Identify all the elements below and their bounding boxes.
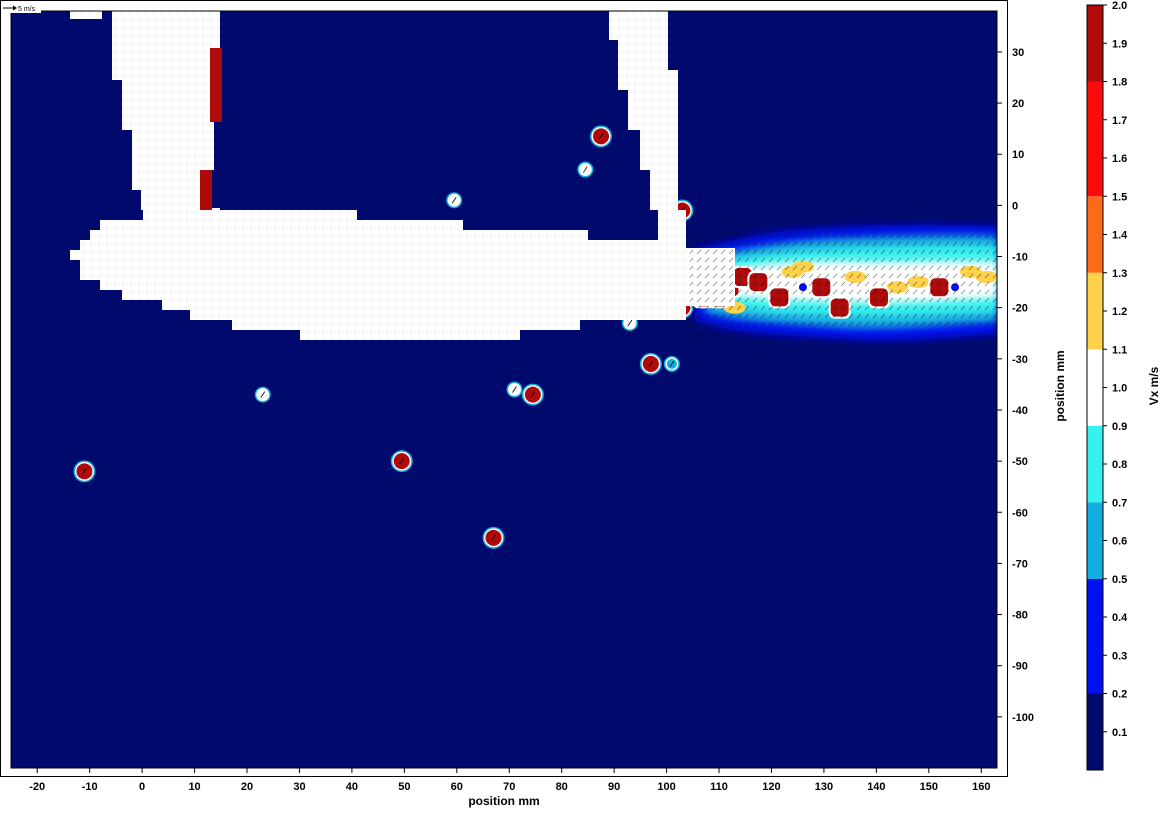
colorbar-level-6 <box>1087 196 1103 273</box>
x-tick-label-12: 100 <box>657 781 675 793</box>
colorbar-tick-label-4: 1.6 <box>1112 153 1127 165</box>
colorbar-level-4 <box>1087 349 1103 426</box>
jet-vector-arrow-overlay <box>690 230 997 330</box>
x-tick-label-2: 0 <box>139 781 145 793</box>
colorbar-border <box>1086 4 1104 771</box>
scale-arrow-head <box>13 5 17 11</box>
x-tick-label-5: 30 <box>293 781 305 793</box>
scale-arrow-box <box>1 1 41 13</box>
x-tick-label-0: -20 <box>29 781 45 793</box>
colorbar-tick-label-14: 0.6 <box>1112 536 1127 548</box>
colorbar-tick-label-10: 1.0 <box>1112 383 1127 395</box>
colorbar <box>1087 5 1103 770</box>
colorbar-level-0 <box>1087 693 1103 770</box>
x-axis-label: position mm <box>468 794 539 808</box>
x-tick-label-6: 40 <box>346 781 358 793</box>
y-tick-label-3: 0 <box>1012 200 1018 212</box>
x-tick-label-9: 70 <box>503 781 515 793</box>
plot-area-border <box>10 10 998 769</box>
colorbar-level-8 <box>1087 5 1103 82</box>
colorbar-tick-label-15: 0.5 <box>1112 574 1127 586</box>
y-tick-label-5: -20 <box>1012 303 1028 315</box>
colorbar-level-3 <box>1087 425 1103 503</box>
colorbar-tick-label-0: 2.0 <box>1112 0 1127 12</box>
colorbar-tick-label-7: 1.3 <box>1112 268 1127 280</box>
y-tick-label-0: 30 <box>1012 47 1024 59</box>
colorbar-tick-label-1: 1.9 <box>1112 38 1127 50</box>
x-tick-label-4: 20 <box>241 781 253 793</box>
colorbar-tick-label-3: 1.7 <box>1112 115 1127 127</box>
x-tick-label-10: 80 <box>556 781 568 793</box>
colorbar-tick-label-16: 0.4 <box>1112 612 1128 624</box>
y-tick-label-7: -40 <box>1012 405 1028 417</box>
y-tick-label-1: 20 <box>1012 98 1024 110</box>
x-tick-label-11: 90 <box>608 781 620 793</box>
colorbar-tick-label-17: 0.3 <box>1112 650 1127 662</box>
plot-area <box>11 11 997 768</box>
colorbar-tick-label-6: 1.4 <box>1112 230 1128 242</box>
colorbar-tick-label-9: 1.1 <box>1112 344 1127 356</box>
x-tick-label-7: 50 <box>398 781 410 793</box>
x-tick-label-1: -10 <box>82 781 98 793</box>
x-tick-label-8: 60 <box>451 781 463 793</box>
y-tick-label-4: -10 <box>1012 252 1028 264</box>
colorbar-tick-label-13: 0.7 <box>1112 497 1127 509</box>
colorbar-tick-label-5: 1.5 <box>1112 191 1127 203</box>
vector-arrow-overlay <box>11 11 997 768</box>
y-tick-label-8: -50 <box>1012 456 1028 468</box>
colorbar-level-2 <box>1087 502 1103 579</box>
y-tick-label-11: -80 <box>1012 610 1028 622</box>
scale-arrow-legend: 5 m/s <box>1 1 41 13</box>
colorbar-tick-label-2: 1.8 <box>1112 77 1127 89</box>
y-tick-label-9: -60 <box>1012 507 1028 519</box>
x-axis: -20 -10 0 10 20 30 40 50 60 70 80 90 100 110 120 130 140… <box>29 768 990 793</box>
x-tick-label-18: 160 <box>972 781 990 793</box>
colorbar-tick-label-8: 1.2 <box>1112 306 1127 318</box>
colorbar-level-7 <box>1087 81 1103 197</box>
y-tick-label-10: -70 <box>1012 558 1028 570</box>
x-tick-label-15: 130 <box>815 781 833 793</box>
colorbar-tick-label-12: 0.8 <box>1112 459 1127 471</box>
colorbar-label: Vx m/s <box>1147 366 1161 405</box>
colorbar-level-5 <box>1087 272 1103 350</box>
y-tick-label-6: -30 <box>1012 354 1028 366</box>
colorbar-ticks: 2.0 1.9 1.8 1.7 1.6 1.5 1.4 1.3 1.2 1.1 1.0 0.9 0.8 0… <box>1103 0 1128 739</box>
x-tick-label-3: 10 <box>188 781 200 793</box>
x-tick-label-17: 150 <box>920 781 938 793</box>
colorbar-tick-label-19: 0.1 <box>1112 727 1127 739</box>
y-tick-label-12: -90 <box>1012 661 1028 673</box>
x-tick-label-16: 140 <box>867 781 885 793</box>
y-tick-label-2: 10 <box>1012 149 1024 161</box>
colorbar-tick-label-18: 0.2 <box>1112 689 1127 701</box>
plot-frame <box>0 0 1008 777</box>
x-tick-label-14: 120 <box>762 781 780 793</box>
colorbar-level-1 <box>1087 578 1103 694</box>
y-axis-label: position mm <box>1053 350 1067 421</box>
y-axis: 30 20 10 0 -10 -20 -30 -40 -50 -60 -70 -80 -90 -100 <box>997 47 1034 724</box>
colorbar-tick-label-11: 0.9 <box>1112 421 1127 433</box>
scale-arrow-label: 5 m/s <box>18 6 36 13</box>
x-tick-label-13: 110 <box>710 781 728 793</box>
y-tick-label-13: -100 <box>1012 712 1034 724</box>
